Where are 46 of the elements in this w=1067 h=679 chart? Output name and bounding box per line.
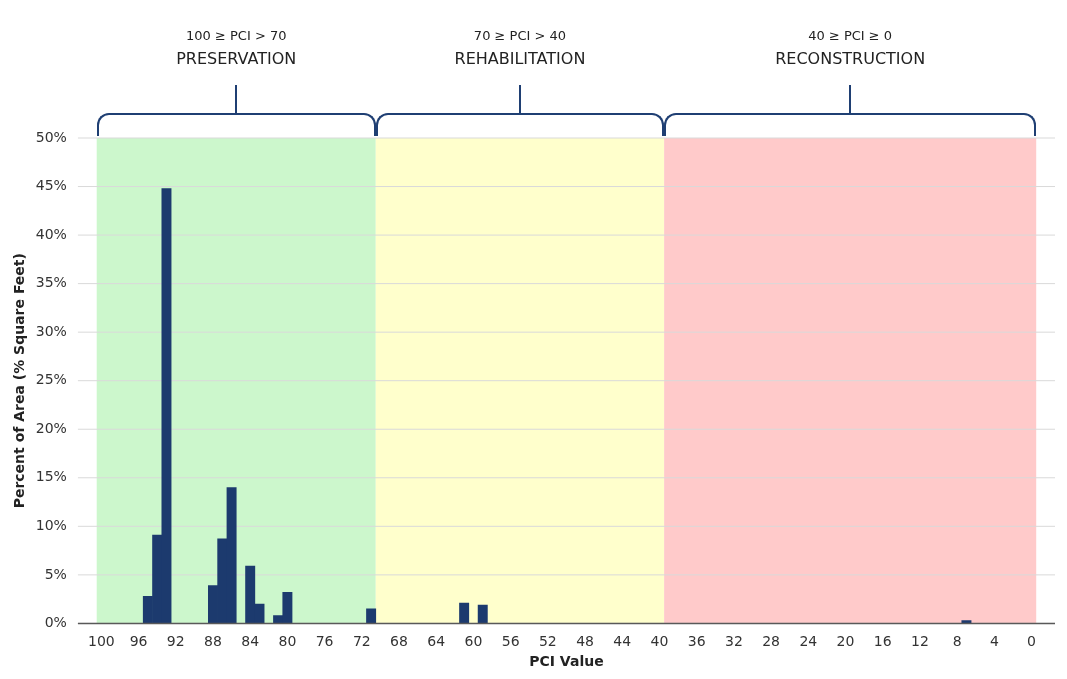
bar [477,604,488,624]
y-tick-label: 10% [35,516,67,533]
x-tick-label: 80 [278,633,297,650]
x-tick-label: 4 [989,633,999,650]
x-tick-label: 72 [352,633,371,650]
bar [961,620,972,624]
bar [459,602,470,624]
x-tick-label: 16 [873,633,892,650]
x-tick-label: 12 [911,633,929,650]
text: 100 ≥ PCI > 70 PRESERVATION [176,28,297,68]
y-axis-title: Percent of Area (% Square Feet) [11,253,28,509]
y-tick-label: 50% [35,128,67,145]
x-tick-label: 52 [538,633,557,650]
text: 40 ≥ PCI ≥ 0 RECONSTRUCTION [775,28,926,68]
x-tick-label: 32 [724,633,743,650]
x-tick-label: 0 [1027,633,1037,650]
x-tick-label: 96 [129,633,148,650]
x-axis-title: PCI Value [529,653,604,670]
y-tick-label: 25% [35,371,67,388]
y-tick-label: 15% [35,468,67,485]
x-tick-label: 24 [799,633,818,650]
x-tick-label: 44 [613,633,632,650]
text: 70 ≥ PCI > 40 REHABILITATION [454,28,586,68]
bar [366,608,377,624]
x-tick-label: 8 [952,633,962,650]
y-tick-label: 30% [35,322,67,339]
y-tick-label: 45% [35,177,67,194]
x-tick-label: 48 [576,633,594,650]
x-tick-label: 76 [315,633,334,650]
x-tick-label: 100 [87,633,115,650]
x-tick-label: 92 [166,633,185,650]
y-tick-label: 40% [35,225,67,242]
y-tick-label: 20% [35,419,67,436]
x-tick-label: 84 [241,633,260,650]
x-tick-label: 56 [501,633,520,650]
y-tick-label: 0% [44,614,67,631]
x-tick-label: 28 [762,633,781,650]
x-tick-label: 36 [687,633,706,650]
x-tick-label: 88 [204,633,222,650]
y-tick-label: 35% [35,274,67,291]
x-tick-label: 20 [836,633,855,650]
x-tick-label: 64 [427,633,446,650]
x-tick-label: 40 [650,633,669,650]
x-tick-label: 60 [464,633,483,650]
y-tick-label: 5% [44,565,67,582]
x-tick-label: 68 [390,633,408,650]
